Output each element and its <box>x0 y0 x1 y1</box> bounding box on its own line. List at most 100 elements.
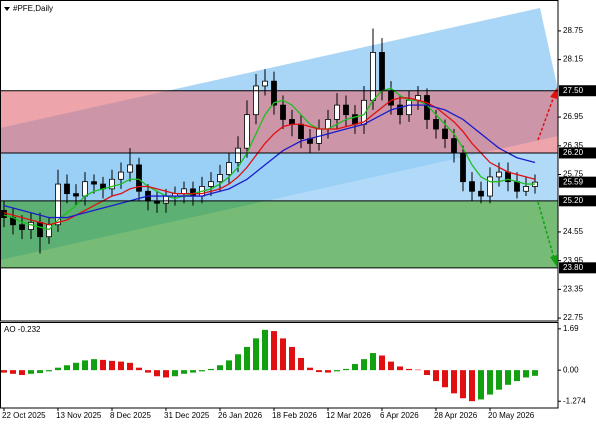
candle-body <box>136 164 142 192</box>
oscillator-label: AO -0.232 <box>4 325 41 334</box>
candle-body <box>406 99 412 116</box>
candle-body <box>181 188 187 195</box>
ao-bar <box>307 367 313 371</box>
candle-body <box>514 181 520 192</box>
plot <box>1 28 538 254</box>
ao-bar <box>343 368 349 371</box>
ao-bar <box>370 353 376 371</box>
ao-bar <box>244 346 250 371</box>
x-tick-label: 12 Mar 2026 <box>326 411 371 420</box>
ao-bar <box>100 359 106 371</box>
y-tick-label: 28.75 <box>563 26 584 35</box>
ao-bar <box>388 361 394 371</box>
candle-body <box>496 171 502 178</box>
ao-bar <box>298 357 304 371</box>
ao-bar <box>352 364 358 371</box>
candle-body <box>298 123 304 140</box>
x-tick-label: 26 Jan 2026 <box>218 411 263 420</box>
level-label: 25.20 <box>563 196 584 205</box>
candle-body <box>433 119 439 130</box>
level-label: 27.50 <box>563 86 584 95</box>
ao-bar <box>19 370 25 376</box>
ao-bar <box>271 331 277 371</box>
level-label: 26.20 <box>563 148 584 157</box>
ao-bar <box>226 360 232 371</box>
candle-body <box>127 164 133 173</box>
y-tick-label: 22.75 <box>563 313 584 322</box>
level-label: 23.80 <box>563 263 584 272</box>
ao-bar <box>82 360 88 371</box>
ao-bar <box>289 346 295 371</box>
ao-bar <box>460 370 466 399</box>
candle-body <box>1 209 7 218</box>
candle-body <box>28 221 34 230</box>
ao-bar <box>145 370 151 373</box>
price-zone <box>0 90 558 153</box>
chart-title: #PFE,Daily <box>13 4 53 13</box>
ao-bar <box>127 362 133 371</box>
ao-tick-label: -1.274 <box>563 396 586 405</box>
ao-bar <box>37 370 43 374</box>
candle-body <box>289 119 295 125</box>
ao-bar <box>496 370 502 390</box>
candle-body <box>397 104 403 116</box>
candle-body <box>334 104 340 120</box>
candle-body <box>487 176 493 197</box>
candle-body <box>55 183 61 226</box>
y-tick-label: 23.35 <box>563 284 584 293</box>
candle-body <box>523 186 529 192</box>
ao-bar <box>469 370 475 402</box>
y-tick-label: 25.75 <box>563 170 584 179</box>
moving-average <box>3 104 536 219</box>
price-label: 25.59 <box>563 177 584 186</box>
candle-body <box>280 104 286 120</box>
candle-body <box>460 152 466 183</box>
candle-body <box>73 193 79 197</box>
up-arrow-line <box>537 95 555 141</box>
candle-body <box>388 90 394 106</box>
candle-body <box>379 52 385 92</box>
level-label-box <box>559 262 596 274</box>
ao-bar <box>523 370 529 378</box>
ao-bar <box>262 329 268 371</box>
ao-bar <box>532 370 538 376</box>
ao-bar <box>154 370 160 377</box>
x-tick-label: 18 Feb 2026 <box>272 411 317 420</box>
ao-bar <box>478 370 484 400</box>
candle-body <box>244 114 250 149</box>
ao-bar <box>1 370 7 373</box>
x-tick-label: 6 Apr 2026 <box>380 411 419 420</box>
ao-bar <box>325 370 331 373</box>
ao-bar <box>316 370 322 373</box>
level-label-box <box>559 195 596 207</box>
ao-bar <box>217 365 223 371</box>
ao-bar <box>208 368 214 371</box>
oscillator-frame <box>0 322 559 409</box>
ao-bar <box>379 355 385 371</box>
candle-body <box>19 224 25 230</box>
candle-body <box>208 181 214 187</box>
ao-bar <box>136 367 142 371</box>
candle-body <box>82 181 88 197</box>
candle-body <box>37 221 43 238</box>
ao-bar <box>361 359 367 371</box>
candle-body <box>91 181 97 185</box>
y-tick-label: 23.95 <box>563 256 584 265</box>
ao-bar <box>253 338 259 371</box>
x-tick-label: 20 May 2026 <box>488 411 535 420</box>
price-label-box <box>559 176 596 188</box>
zones <box>0 90 558 268</box>
menu-icon[interactable] <box>4 7 10 11</box>
candle-body <box>253 85 259 116</box>
ao-bar <box>163 370 169 378</box>
ao-bar <box>433 370 439 382</box>
y-tick-label: 26.95 <box>563 112 584 121</box>
ao-bar <box>514 370 520 382</box>
x-tick-label: 13 Nov 2025 <box>56 411 102 420</box>
ao-bar <box>73 362 79 371</box>
level-label-box <box>559 147 596 159</box>
x-tick-label: 31 Dec 2025 <box>164 411 210 420</box>
ao-bar <box>10 370 16 374</box>
y-tick-label: 24.55 <box>563 227 584 236</box>
